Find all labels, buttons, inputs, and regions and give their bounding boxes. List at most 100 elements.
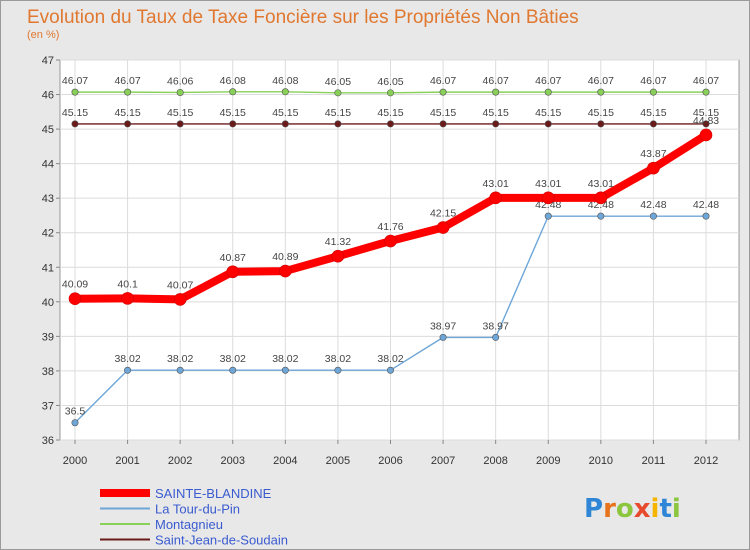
- data-point: [489, 191, 502, 205]
- proxiti-logo: Proxiti: [584, 494, 681, 524]
- data-point: [279, 264, 292, 278]
- y-axis: 36 37 38 39 40 41 42 43 44 45 46 47: [42, 55, 60, 447]
- y-tick-label: 44: [42, 159, 54, 171]
- data-point: [492, 88, 500, 96]
- data-point: [649, 120, 657, 128]
- data-point: [176, 120, 184, 128]
- data-label: 46.08: [272, 75, 298, 87]
- data-point: [176, 366, 184, 374]
- data-point: [229, 120, 237, 128]
- data-point: [281, 88, 289, 96]
- data-label: 38.02: [377, 353, 403, 365]
- data-label: 40.09: [62, 279, 88, 291]
- logo-letter: i: [651, 494, 660, 524]
- y-tick-label: 36: [42, 435, 54, 447]
- data-label: 45.15: [272, 107, 298, 119]
- y-tick-label: 38: [42, 366, 54, 378]
- data-label: 46.05: [325, 76, 351, 88]
- data-point: [702, 212, 710, 220]
- data-label: 38.02: [325, 353, 351, 365]
- series-saint-jean-de-soudain: 45.15 45.15 45.15 45.15 45.15 45.15 45.15 45.15…: [62, 107, 719, 128]
- data-label: 45.15: [377, 107, 403, 119]
- data-label: 42.48: [640, 199, 666, 211]
- data-label: 46.07: [535, 75, 561, 87]
- x-tick-label: 2009: [536, 455, 560, 467]
- data-point: [544, 120, 552, 128]
- data-label: 45.15: [220, 107, 246, 119]
- data-point: [647, 161, 660, 175]
- data-label: 44.83: [693, 115, 719, 127]
- data-point: [544, 88, 552, 96]
- data-label: 46.07: [114, 75, 140, 87]
- data-point: [702, 120, 710, 128]
- series-montagnieu: 46.07 46.07 46.06 46.08 46.08 46.05 46.05 46.07…: [62, 75, 719, 97]
- data-label: 40.89: [272, 251, 298, 263]
- data-label: 38.97: [483, 320, 509, 332]
- y-tick-label: 39: [42, 331, 54, 343]
- y-tick-label: 41: [42, 262, 54, 274]
- data-point: [176, 88, 184, 96]
- data-label: 40.1: [117, 278, 138, 290]
- x-tick-label: 2006: [378, 455, 402, 467]
- data-point: [597, 120, 605, 128]
- x-tick-label: 2010: [589, 455, 613, 467]
- x-axis: 2000 2001 2002 2003 2004 2005 2006 2007 2008 2009…: [63, 440, 718, 467]
- data-point: [226, 265, 240, 279]
- data-label: 45.15: [483, 107, 509, 119]
- data-point: [439, 333, 447, 341]
- data-label: 46.07: [430, 75, 456, 87]
- series-sainte-blandine: 40.09 40.1 40.07 40.87 40.89 41.32 41.76 42.15 4…: [62, 115, 719, 306]
- data-label: 45.15: [535, 107, 561, 119]
- data-point: [334, 366, 342, 374]
- data-label: 45.15: [640, 107, 666, 119]
- data-label: 45.15: [325, 107, 351, 119]
- x-tick-label: 2008: [483, 455, 507, 467]
- data-label: 36.5: [65, 406, 86, 418]
- data-point: [281, 366, 289, 374]
- data-point: [594, 191, 608, 205]
- legend-label: Montagnieu: [155, 517, 223, 532]
- data-point: [439, 88, 447, 96]
- data-label: 45.15: [588, 107, 614, 119]
- y-tick-label: 43: [42, 193, 54, 205]
- logo-text: Proxiti: [584, 494, 681, 524]
- data-point: [124, 366, 132, 374]
- data-point: [386, 89, 394, 97]
- x-tick-label: 2004: [273, 455, 297, 467]
- data-label: 45.15: [693, 107, 719, 119]
- data-point: [124, 120, 132, 128]
- data-point: [544, 212, 552, 220]
- data-point: [229, 88, 237, 96]
- data-label: 38.02: [167, 353, 193, 365]
- legend-label: Saint-Jean-de-Soudain: [155, 533, 288, 548]
- data-point: [492, 333, 500, 341]
- data-point: [71, 88, 79, 96]
- x-tick-label: 2003: [221, 455, 245, 467]
- data-label: 41.76: [377, 221, 403, 233]
- x-tick-label: 2001: [115, 455, 139, 467]
- data-label: 40.87: [220, 252, 246, 264]
- y-tick-label: 46: [42, 90, 54, 102]
- data-point: [384, 234, 397, 248]
- data-label: 41.32: [325, 236, 351, 248]
- data-point: [699, 128, 713, 142]
- logo-letter: t: [659, 494, 671, 524]
- data-point: [334, 120, 342, 128]
- data-label: 46.07: [588, 75, 614, 87]
- data-label: 38.02: [220, 353, 246, 365]
- data-label: 45.15: [430, 107, 456, 119]
- data-label: 43.01: [588, 178, 614, 190]
- data-point: [121, 292, 134, 305]
- legend-label: SAINTE-BLANDINE: [155, 486, 272, 501]
- data-point: [173, 293, 187, 306]
- x-tick-label: 2002: [168, 455, 192, 467]
- data-point: [71, 120, 79, 128]
- data-label: 46.05: [377, 76, 403, 88]
- logo-letter: o: [616, 494, 634, 524]
- data-label: 45.15: [114, 107, 140, 119]
- series-layer: 46.07 46.07 46.06 46.08 46.08 46.05 46.05 46.07…: [62, 75, 719, 427]
- data-label: 42.48: [535, 199, 561, 211]
- logo-letter: P: [584, 494, 603, 524]
- data-point: [702, 88, 710, 96]
- data-point: [334, 89, 342, 97]
